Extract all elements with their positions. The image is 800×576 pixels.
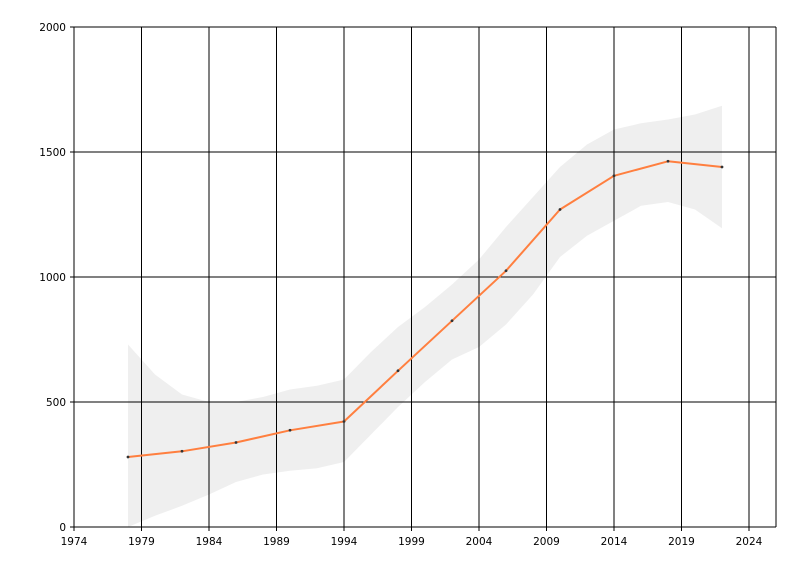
data-point bbox=[558, 208, 562, 211]
data-point bbox=[126, 455, 130, 459]
series-line bbox=[127, 160, 723, 458]
y-tick-label: 500 bbox=[46, 397, 66, 409]
x-tick-label: 1989 bbox=[263, 536, 290, 548]
x-tick-label: 1979 bbox=[128, 536, 155, 548]
x-tick-label: 1994 bbox=[331, 536, 358, 548]
grid-layer bbox=[74, 26, 777, 527]
data-point bbox=[504, 269, 508, 273]
series-layer bbox=[126, 159, 724, 459]
x-tick-label: 1984 bbox=[196, 536, 223, 548]
x-tick-label: 2009 bbox=[533, 536, 560, 548]
x-tick-label: 2014 bbox=[601, 536, 628, 548]
data-point bbox=[450, 319, 454, 323]
tick-label-layer: 1974 1979 1984 1989 1994 1999 2004 2009 2014 2019… bbox=[39, 22, 762, 548]
x-tick-label: 1999 bbox=[398, 536, 425, 548]
data-point bbox=[612, 174, 616, 178]
axis-layer bbox=[70, 26, 776, 531]
x-tick-label: 1974 bbox=[61, 536, 88, 548]
data-point bbox=[342, 420, 346, 423]
x-tick-label: 2024 bbox=[736, 536, 763, 548]
data-point bbox=[720, 165, 724, 169]
y-tick-label: 1500 bbox=[39, 147, 66, 159]
data-point bbox=[396, 369, 400, 373]
data-point bbox=[288, 428, 292, 432]
x-tick-label: 2004 bbox=[466, 536, 493, 548]
y-tick-label: 0 bbox=[59, 522, 66, 534]
y-tick-label: 2000 bbox=[39, 22, 66, 34]
data-point bbox=[666, 159, 670, 163]
y-tick-label: 1000 bbox=[39, 272, 66, 284]
x-tick-label: 2019 bbox=[668, 536, 695, 548]
data-point bbox=[180, 449, 184, 453]
data-point bbox=[234, 441, 238, 444]
